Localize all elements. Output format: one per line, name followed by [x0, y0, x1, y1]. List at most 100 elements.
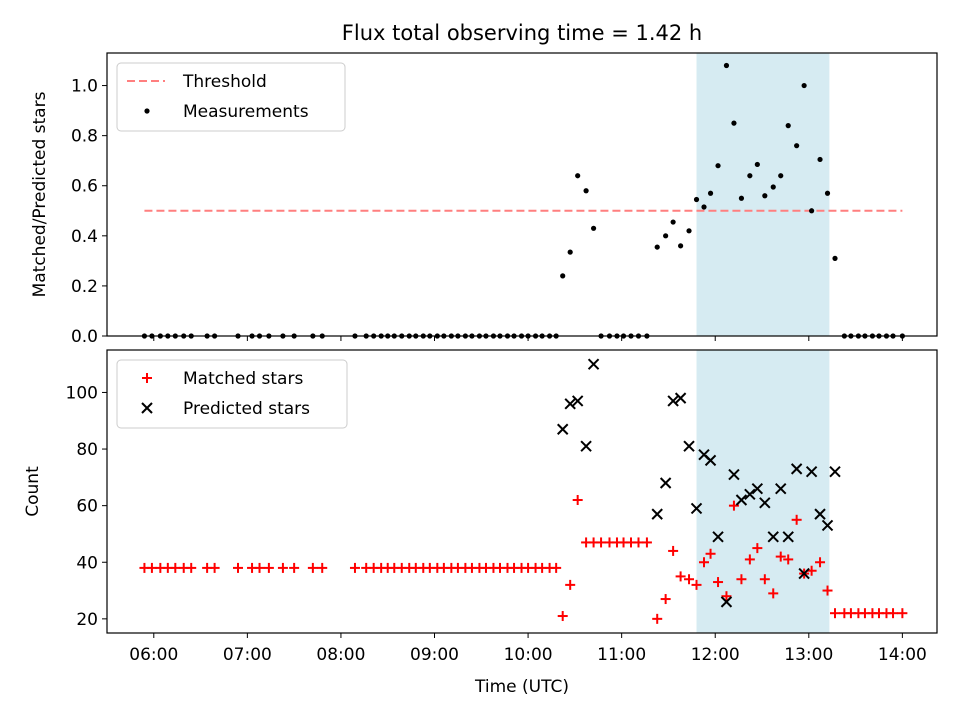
data-point: [798, 567, 810, 580]
data-point: [778, 173, 784, 179]
data-point: [821, 519, 834, 532]
legend-label: Matched stars: [183, 369, 303, 389]
data-point: [683, 440, 695, 452]
marker-stroke: [698, 449, 710, 461]
data-point: [651, 508, 663, 520]
data-point: [744, 554, 755, 565]
data-point: [349, 562, 360, 573]
axes-frame: [106, 52, 938, 337]
data-point: [307, 562, 318, 573]
marker-stroke: [735, 494, 748, 506]
data-point: [805, 465, 818, 478]
x-tick-label: 10:00: [504, 645, 553, 665]
data-point: [560, 273, 566, 279]
data-point: [791, 514, 802, 525]
data-point: [691, 579, 702, 590]
data-point: [663, 233, 669, 239]
marker-stroke: [674, 392, 687, 404]
data-point: [762, 193, 768, 199]
data-point: [815, 557, 826, 568]
data-point: [660, 594, 671, 605]
data-point: [829, 465, 841, 478]
data-point: [735, 494, 748, 506]
marker-stroke: [712, 531, 724, 543]
data-point: [701, 204, 707, 210]
data-point: [693, 196, 700, 203]
data-point: [738, 195, 745, 201]
data-point: [785, 123, 791, 129]
data-point: [801, 82, 807, 89]
data-point: [675, 571, 686, 582]
y-tick-label: 0.8: [71, 127, 98, 147]
data-point: [659, 477, 672, 489]
marker-stroke: [775, 482, 787, 495]
x-tick-label: 06:00: [129, 645, 178, 665]
x-tick-label: 12:00: [691, 645, 740, 665]
data-point: [814, 508, 826, 520]
y-tick-label: 1.0: [71, 77, 98, 97]
data-point: [567, 249, 573, 255]
series-predicted-stars: [556, 358, 841, 608]
observing-span: [696, 350, 830, 633]
x-tick-label: 08:00: [316, 645, 365, 665]
y-tick-label: 100: [66, 383, 98, 403]
marker-stroke: [651, 508, 663, 520]
marker-stroke: [790, 463, 803, 475]
data-point: [736, 574, 747, 585]
data-point: [233, 562, 244, 573]
marker-stroke: [571, 395, 584, 407]
marker-stroke: [767, 531, 779, 543]
y-tick-label: 60: [76, 497, 98, 517]
legend: Threshold Measurements: [116, 62, 346, 132]
series-matched-stars: [139, 494, 908, 624]
data-point: [587, 358, 600, 370]
y-axis-label: Matched/Predicted stars: [30, 91, 50, 297]
legend-label: Predicted stars: [183, 399, 310, 419]
data-point: [678, 243, 684, 249]
data-point: [690, 502, 703, 515]
marker-stroke: [798, 567, 810, 580]
y-tick-label: 0.6: [71, 177, 98, 197]
data-point: [590, 225, 597, 231]
marker-stroke: [814, 508, 826, 520]
data-point: [583, 188, 589, 194]
data-point: [186, 562, 197, 573]
data-point: [731, 120, 737, 126]
data-point: [564, 398, 576, 410]
data-point: [832, 255, 838, 261]
data-point: [704, 454, 717, 467]
data-point: [277, 562, 288, 573]
data-point: [720, 596, 733, 608]
marker-stroke: [805, 465, 818, 478]
marker-stroke: [141, 402, 153, 414]
axes-frame: [106, 349, 938, 634]
data-point: [596, 537, 607, 548]
data-point: [141, 402, 153, 414]
data-point: [571, 395, 584, 407]
marker-stroke: [728, 468, 740, 481]
data-point: [744, 488, 756, 501]
x-tick-label: 14:00: [878, 645, 927, 665]
y-tick-label: 80: [76, 440, 98, 460]
data-point: [684, 574, 695, 585]
data-point: [652, 613, 663, 624]
data-point: [747, 173, 753, 179]
data-point: [790, 463, 803, 475]
y-tick-label: 0.2: [71, 277, 98, 297]
data-point: [674, 392, 687, 404]
marker-stroke: [744, 488, 756, 501]
data-point: [712, 531, 724, 543]
data-point: [897, 608, 908, 619]
marker-stroke: [720, 596, 733, 608]
data-point: [144, 108, 150, 114]
data-point: [728, 500, 739, 511]
data-point: [888, 608, 899, 619]
data-point: [759, 497, 771, 509]
data-point: [699, 557, 710, 568]
legend-label: Measurements: [183, 102, 309, 122]
data-point: [686, 228, 692, 234]
data-point: [751, 482, 764, 495]
data-point: [654, 244, 660, 250]
marker-stroke: [659, 477, 672, 489]
data-point: [782, 531, 794, 543]
